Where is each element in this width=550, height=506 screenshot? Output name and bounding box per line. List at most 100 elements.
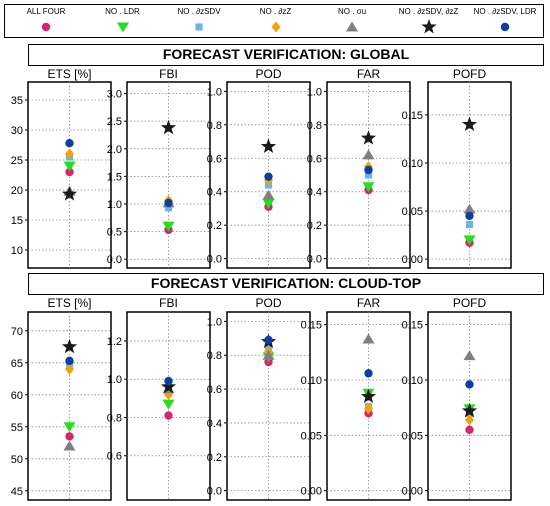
data-point-no-u: [362, 333, 375, 344]
legend-marker-circle: [41, 22, 51, 32]
tick-label: 0.4: [307, 187, 322, 199]
data-point-no-zsdv-ldr: [364, 165, 373, 175]
tick-label: 1.5: [107, 171, 122, 183]
tick-label: 0.05: [402, 430, 423, 442]
data-point-no-zsdv-ldr: [264, 172, 273, 181]
tick-label: 0.10: [402, 158, 423, 170]
legend-marker-circle: [500, 22, 510, 32]
data-point-all-four: [465, 425, 474, 434]
tick-label: 0.10: [301, 375, 322, 387]
tick-label: 35: [11, 95, 23, 107]
data-point-no-zsdv-zz: [61, 338, 78, 354]
legend-label: NO . ∂zSDV, ∂zZ: [398, 7, 459, 16]
legend-item-no-zz: NO . ∂zZ: [237, 7, 315, 35]
panel-title: FBI: [159, 296, 178, 310]
data-point-all-four: [65, 432, 74, 441]
tick-label: 0.6: [307, 153, 322, 165]
tick-label: 60: [11, 390, 23, 402]
tick-label: 1.0: [107, 199, 122, 211]
legend-marker-triangle-up: [346, 21, 358, 32]
tick-label: 0.6: [107, 451, 122, 463]
data-point-no-zsdv-ldr: [164, 376, 173, 386]
data-point-no-u: [262, 349, 275, 360]
data-point-no-u: [463, 350, 476, 361]
data-point-no-zsdv-ldr: [65, 139, 74, 148]
data-point-no-zsdv-zz: [360, 388, 377, 404]
tick-label: 15: [11, 215, 23, 227]
data-point-no-zsdv: [465, 220, 474, 229]
legend-marker-star: [420, 19, 437, 34]
tick-label: 0.05: [402, 206, 423, 218]
tick-label: 0.0: [107, 254, 122, 266]
panel-cloud-top-fbi: FBI 0.6 0.8 1.0 1.2: [107, 296, 211, 501]
data-point-no-u: [463, 203, 476, 214]
legend-item-no-zsdv-ldr: NO . ∂zSDV, LDR: [466, 7, 544, 35]
tick-label: 30: [11, 125, 23, 137]
tick-label: 20: [11, 185, 23, 197]
tick-label: 0.4: [207, 187, 222, 199]
panel-cloud-top-far: FAR 0.00 0.05 0.10 0.15: [301, 296, 411, 501]
data-point-no-zz: [465, 414, 474, 426]
panel-title: FBI: [159, 67, 178, 81]
data-point-no-zsdv-zz: [461, 116, 478, 131]
tick-label: 0.8: [307, 120, 322, 132]
tick-label: 0.8: [207, 350, 222, 362]
data-point-no-zsdv-ldr: [465, 380, 474, 389]
tick-label: 1.0: [207, 86, 222, 98]
data-point-no-u: [262, 189, 275, 200]
tick-label: 0.0: [307, 254, 322, 266]
legend-marker: [346, 21, 358, 32]
tick-label: 0.5: [107, 227, 122, 239]
panel-title: ETS [%]: [47, 296, 91, 310]
panel-global-pod: POD 0.0 0.2 0.4 0.6 0.8 1.0: [207, 67, 311, 269]
tick-label: 2.5: [107, 116, 122, 128]
tick-label: 0.05: [301, 430, 322, 442]
tick-label: 0.15: [402, 110, 423, 122]
data-point-no-zsdv-zz: [160, 378, 177, 394]
tick-label: 0.8: [207, 120, 222, 132]
data-point-no-zz: [364, 403, 373, 415]
data-point-no-ldr: [162, 221, 175, 232]
legend-label: NO . LDR: [105, 7, 140, 16]
tick-label: 0.00: [301, 486, 322, 498]
legend-label: ALL FOUR: [26, 7, 66, 16]
tick-label: 0.4: [207, 418, 222, 430]
panel-title: FAR: [357, 296, 381, 310]
tick-label: 55: [11, 422, 23, 434]
tick-label: 0.2: [207, 220, 222, 232]
tick-label: 2.0: [107, 144, 122, 156]
tick-label: 0.10: [402, 375, 423, 387]
legend-marker: [41, 22, 51, 32]
data-point-all-four: [65, 167, 74, 177]
tick-label: 0.6: [207, 153, 222, 165]
section-title-cloud-top: FORECAST VERIFICATION: CLOUD-TOP: [28, 273, 544, 295]
data-point-no-zsdv-zz: [360, 130, 377, 145]
data-point-no-zz: [65, 148, 74, 160]
tick-label: 1.2: [107, 336, 122, 348]
data-point-no-ldr: [463, 235, 476, 246]
data-point-no-ldr: [162, 399, 175, 410]
tick-label: 25: [11, 155, 23, 167]
tick-label: 1.0: [107, 374, 122, 386]
data-point-no-zsdv-ldr: [465, 211, 474, 221]
legend-label: NO . ∂zSDV: [177, 7, 221, 16]
panel-cloud-top-ets: ETS [%] 45 50 55 60 65 70: [11, 296, 112, 501]
panel-title: POFD: [453, 296, 487, 310]
legend-marker-diamond: [271, 21, 280, 33]
data-point-all-four: [164, 411, 173, 420]
tick-label: 0.0: [207, 254, 222, 266]
legend-item-no-ldr: NO . LDR: [84, 7, 162, 35]
tick-label: 0.2: [307, 220, 322, 232]
legend-item-no-u: NO . σu: [313, 7, 391, 35]
data-point-no-ldr: [63, 422, 76, 433]
legend: ALL FOUR NO . LDR NO . ∂zSDV NO . ∂zZ NO . σ…: [4, 4, 544, 38]
section-title-global: FORECAST VERIFICATION: GLOBAL: [28, 44, 544, 66]
tick-label: 10: [11, 245, 23, 257]
data-point-no-zsdv-ldr: [164, 198, 173, 208]
legend-marker: [116, 22, 129, 33]
tick-label: 3.0: [107, 89, 122, 101]
legend-marker: [195, 23, 203, 31]
tick-label: 0.00: [402, 486, 423, 498]
tick-label: 1.0: [307, 86, 322, 98]
data-point-no-zsdv-zz: [461, 402, 478, 418]
